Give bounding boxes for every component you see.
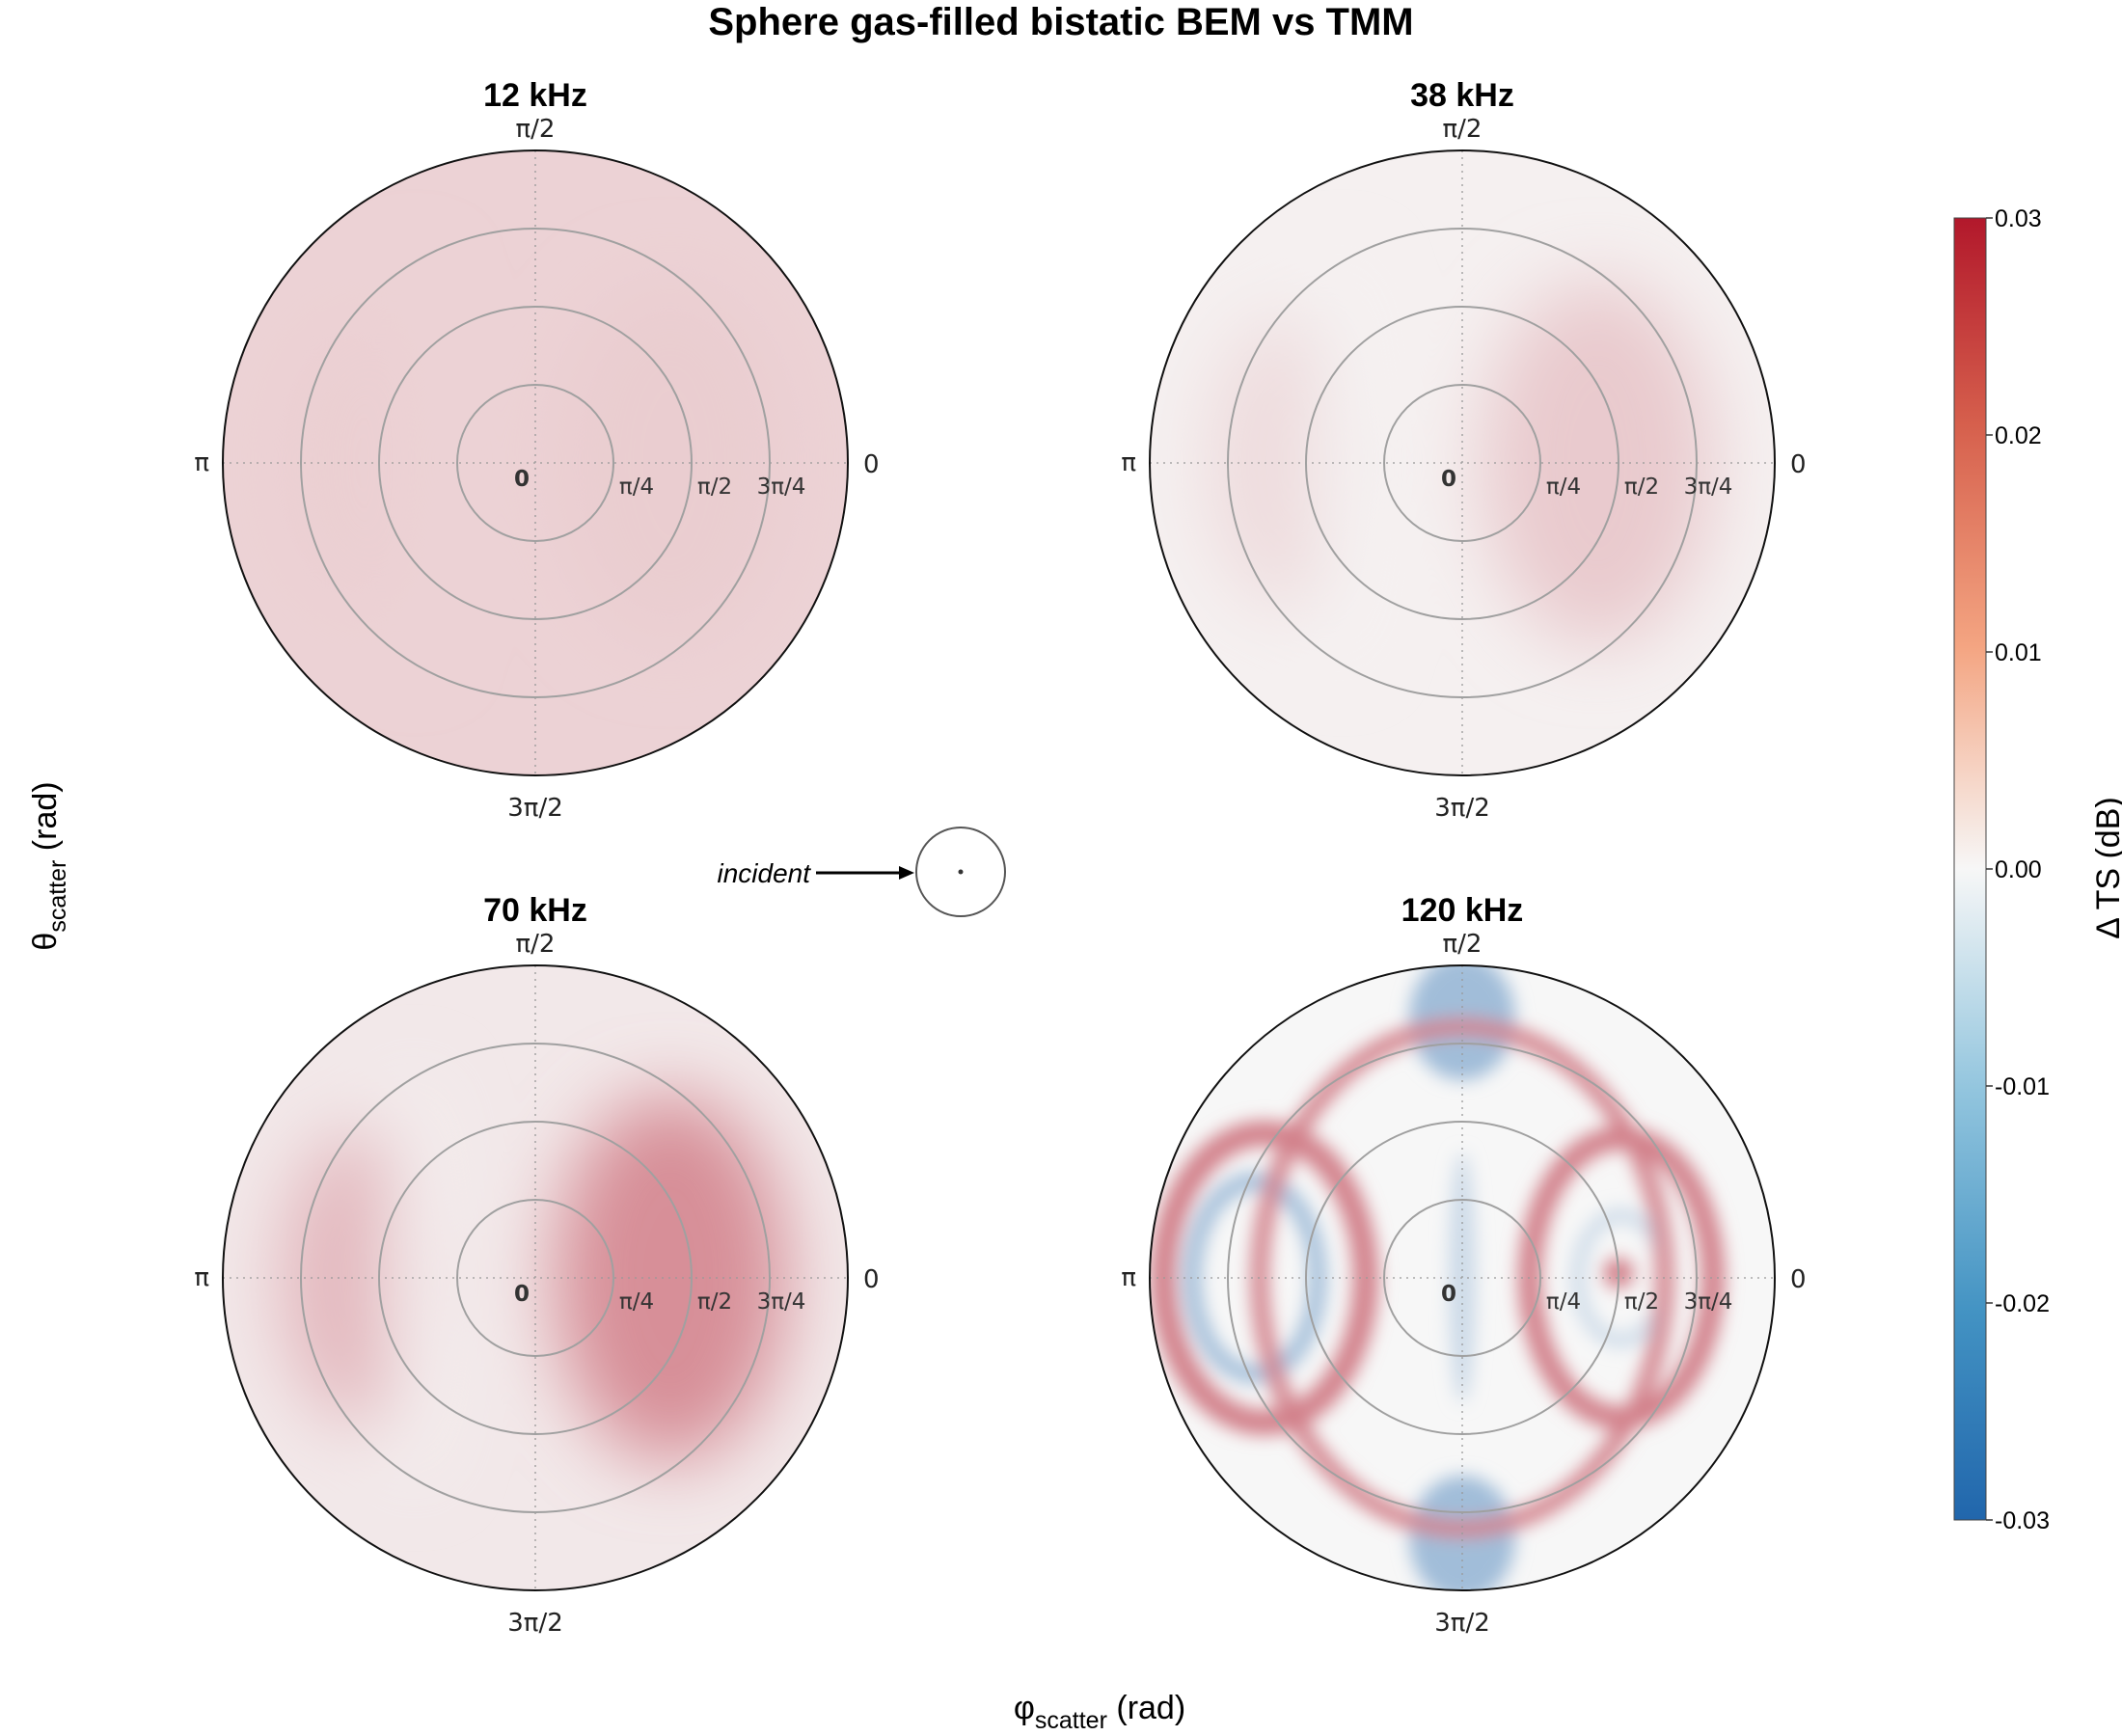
angular-tick-label: 0 (1790, 450, 1807, 479)
radial-tick-label: π/4 (619, 1289, 654, 1315)
radial-gridline (300, 228, 771, 698)
incident-arrow-head (899, 866, 914, 880)
radial-gridline (1227, 1043, 1698, 1513)
radial-tick-label: π/2 (697, 475, 732, 500)
radial-tick-label: π/4 (619, 475, 654, 500)
x-axis-label-subscript: scatter (1035, 1707, 1107, 1734)
radial-gridline (1227, 228, 1698, 698)
radial-tick-label: π/4 (1546, 475, 1581, 500)
incident-center-dot (958, 869, 964, 875)
angular-tick-label: π (194, 1263, 209, 1292)
angular-tick-label: 0 (863, 450, 880, 479)
angular-tick-label: 0 (1790, 1265, 1807, 1294)
colorbar-gradient (1953, 217, 1987, 1521)
heatmap-trough (1320, 260, 1363, 665)
colorbar-tick-label: 0.02 (1995, 422, 2042, 449)
colorbar-ticks: 0.03 0.02 0.01 0.00 -0.01 -0.02 -0.03 (1986, 205, 2050, 1534)
radial-tick-label: π/2 (1624, 1289, 1659, 1315)
polar-panel: 38 kHz 0 π/2 π 3π/2 0 π/4 π/2 3π/4 (1121, 77, 1806, 823)
angular-tick-label: π (1121, 448, 1136, 477)
radial-tick-label: 3π/4 (757, 1289, 806, 1315)
panel-title: 38 kHz (1410, 77, 1514, 114)
panel-title: 70 kHz (483, 892, 587, 929)
angular-tick-label: π/2 (1443, 115, 1483, 144)
radial-gridline (456, 384, 614, 542)
radial-gridline (456, 1199, 614, 1357)
angular-tick-label: 3π/2 (1434, 794, 1490, 823)
angular-tick-label: 3π/2 (507, 1609, 563, 1638)
angular-tick-label: π (1121, 1263, 1136, 1292)
x-axis-label: φscatter (rad) (1014, 1690, 1185, 1734)
polar-border (222, 149, 849, 776)
polar-panel: 70 kHz 0 π/2 π 3π/2 0 π/4 π/2 3π/4 (194, 892, 879, 1638)
radial-tick-label: 0 (514, 1282, 530, 1307)
radial-tick-label: π/4 (1546, 1289, 1581, 1315)
radial-gridline (378, 1121, 693, 1435)
radial-gridline (300, 1043, 771, 1513)
angular-tick-label: 0 (863, 1265, 880, 1294)
y-axis-label: θscatter (rad) (27, 781, 71, 950)
radial-tick-label: 0 (1441, 467, 1456, 492)
colorbar-tick-label: -0.01 (1995, 1073, 2050, 1100)
y-axis-label-symbol: θ (27, 933, 64, 951)
x-axis-label-unit: (rad) (1107, 1690, 1185, 1726)
heatmap-trough (394, 1075, 436, 1480)
radial-gridline (1383, 384, 1541, 542)
x-axis-label-symbol: φ (1014, 1690, 1035, 1726)
colorbar-tick-label: 0.01 (1995, 639, 2042, 666)
heatmap-pole-bottom (1409, 1476, 1515, 1590)
panel-title: 12 kHz (483, 77, 587, 114)
panel-title: 120 kHz (1401, 892, 1524, 929)
angular-tick-label: π/2 (516, 115, 556, 144)
radial-tick-label: 0 (1441, 1282, 1456, 1307)
colorbar: 0.03 0.02 0.01 0.00 -0.01 -0.02 -0.03 Δ TS (dB… (1953, 205, 2122, 1534)
colorbar-tick-label: 0.03 (1995, 205, 2042, 232)
polar-border (1149, 149, 1776, 776)
radial-tick-label: 3π/4 (757, 475, 806, 500)
angular-tick-label: π (194, 448, 209, 477)
angular-tick-label: π/2 (516, 930, 556, 959)
polar-border (1149, 964, 1776, 1591)
colorbar-label: Δ TS (dB) (2090, 797, 2122, 938)
angular-tick-label: 3π/2 (1434, 1609, 1490, 1638)
chart-title: Sphere gas-filled bistatic BEM vs TMM (708, 1, 1413, 43)
radial-tick-label: π/2 (697, 1289, 732, 1315)
y-axis-label-subscript: scatter (44, 860, 71, 933)
radial-tick-label: 3π/4 (1684, 1289, 1733, 1315)
radial-gridline (1305, 1121, 1619, 1435)
polar-panel: 12 kHz 0 π/2 π 3π/2 0 π/4 π/2 3π/4 (194, 77, 879, 823)
colorbar-tick-label: -0.02 (1995, 1290, 2050, 1317)
radial-gridline (378, 306, 693, 620)
radial-gridline (1305, 306, 1619, 620)
incident-marker: incident (717, 827, 1006, 917)
polar-panels: 12 kHz 0 π/2 π 3π/2 0 π/4 π/2 3π/4 38 kHz 0 π/2 π 3π/… (194, 77, 1806, 1638)
colorbar-tick-label: -0.03 (1995, 1507, 2050, 1534)
angular-tick-label: π/2 (1443, 930, 1483, 959)
radial-gridline (1383, 1199, 1541, 1357)
incident-label: incident (717, 858, 811, 888)
polar-panel: 120 kHz 0 π/2 π 3π/2 0 π/4 π/2 3π/4 (1121, 892, 1806, 1638)
polar-border (222, 964, 849, 1591)
radial-tick-label: π/2 (1624, 475, 1659, 500)
radial-tick-label: 3π/4 (1684, 475, 1733, 500)
heatmap-trough (394, 260, 436, 665)
y-axis-label-unit: (rad) (27, 781, 64, 859)
incident-sphere-icon (915, 827, 1006, 917)
angular-tick-label: 3π/2 (507, 794, 563, 823)
heatmap-pole-top (1409, 965, 1515, 1080)
colorbar-tick-label: 0.00 (1995, 856, 2042, 883)
radial-tick-label: 0 (514, 467, 530, 492)
